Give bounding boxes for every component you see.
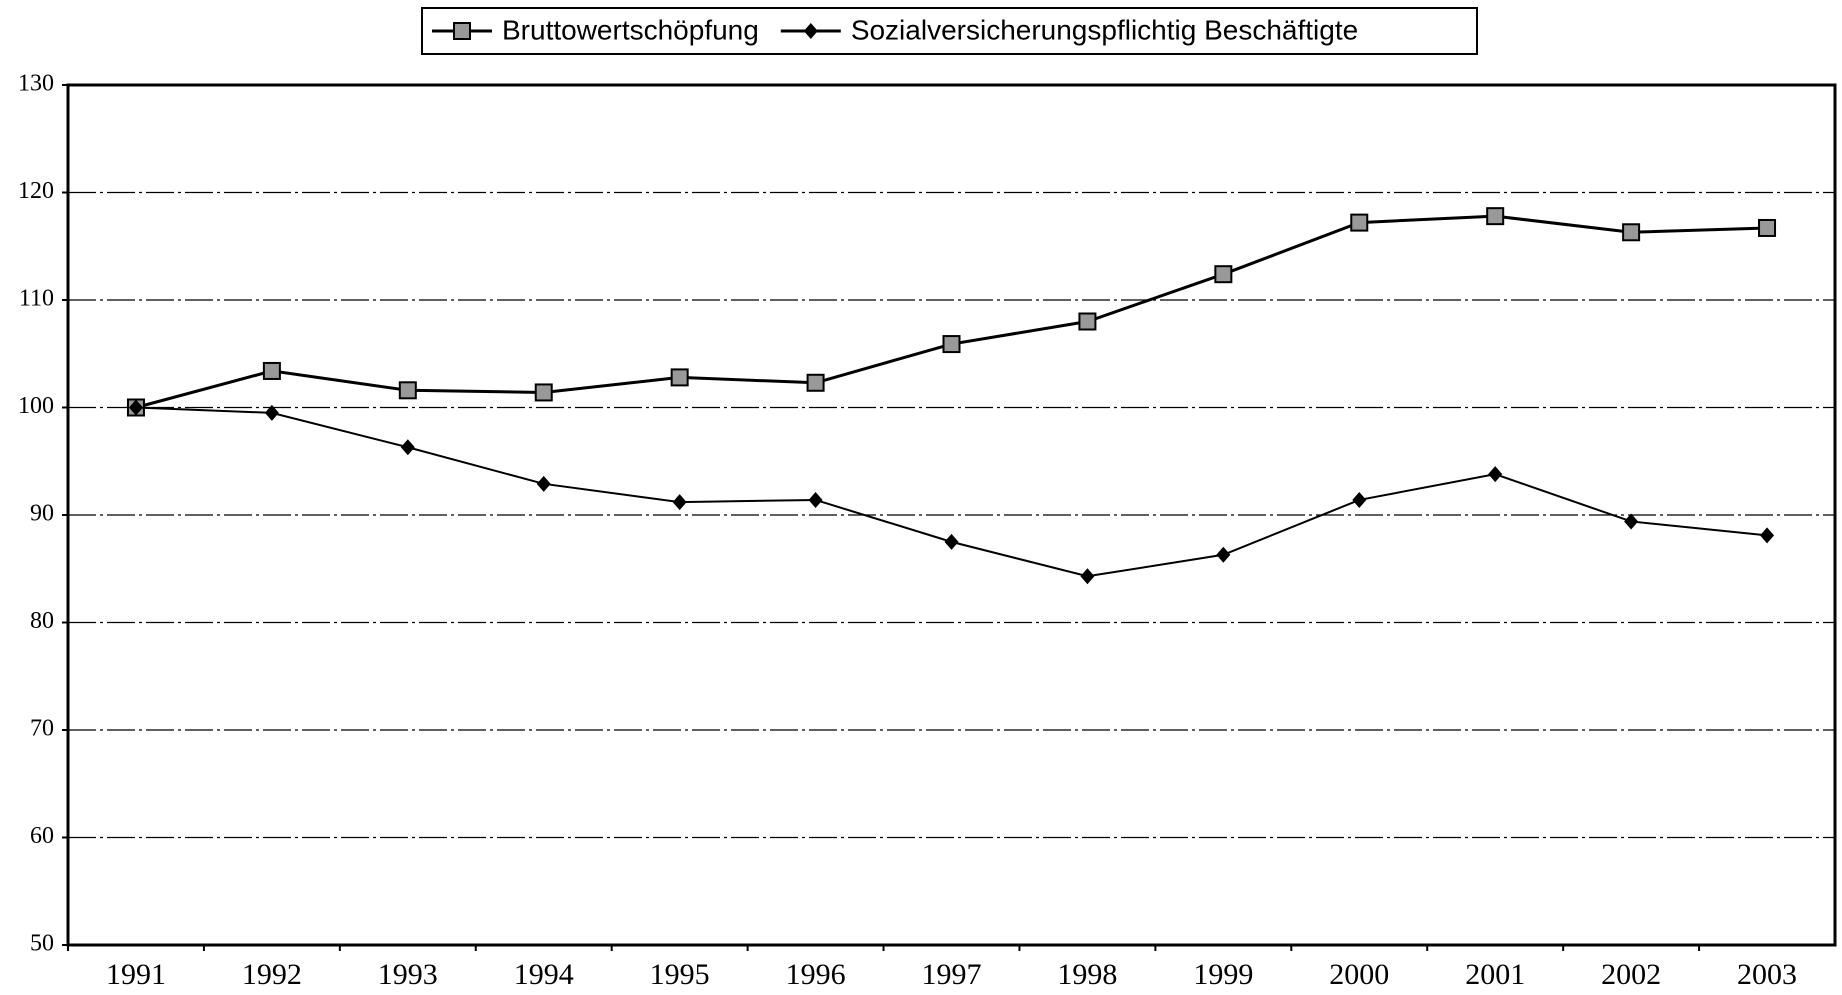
y-tick-label: 100 — [18, 393, 54, 419]
data-point — [1352, 491, 1367, 508]
y-tick-label: 120 — [18, 178, 54, 204]
x-tick-label: 1998 — [1057, 958, 1117, 991]
legend-marker — [453, 22, 471, 40]
data-point — [1214, 265, 1233, 284]
data-point — [806, 373, 825, 392]
data-point — [1486, 207, 1505, 226]
x-tick-label: 2000 — [1329, 958, 1389, 991]
x-tick-label: 1992 — [242, 958, 302, 991]
data-point — [670, 368, 689, 387]
x-tick-label: 2003 — [1737, 958, 1797, 991]
x-tick-label: 1993 — [378, 958, 438, 991]
x-tick-label: 1995 — [650, 958, 710, 991]
data-point — [1216, 546, 1231, 563]
data-point — [536, 475, 551, 492]
data-point — [398, 381, 417, 400]
data-point — [942, 335, 961, 354]
x-tick-label: 1996 — [786, 958, 846, 991]
data-point — [264, 404, 279, 421]
data-point — [534, 383, 553, 402]
data-point — [1622, 223, 1641, 242]
legend-label: Sozialversicherungspflichtig Beschäftigt… — [851, 14, 1358, 45]
x-tick-label: 1999 — [1193, 958, 1253, 991]
data-point — [1624, 513, 1639, 530]
x-tick-label: 2002 — [1601, 958, 1661, 991]
x-tick-label: 2001 — [1465, 958, 1525, 991]
y-tick-label: 90 — [30, 501, 54, 527]
data-point — [672, 494, 687, 511]
data-point — [262, 361, 281, 380]
data-point — [808, 491, 823, 508]
y-tick-label: 80 — [30, 608, 54, 634]
data-point — [1758, 218, 1777, 237]
y-tick-label: 60 — [30, 823, 54, 849]
data-point — [944, 533, 959, 550]
x-tick-label: 1997 — [922, 958, 982, 991]
legend-label: Bruttowertschöpfung — [502, 14, 759, 45]
legend-box — [421, 7, 1478, 55]
x-tick-label: 1991 — [106, 958, 166, 991]
data-point — [1080, 568, 1095, 585]
x-tick-label: 1994 — [514, 958, 574, 991]
data-point — [1078, 312, 1097, 331]
data-point — [1488, 466, 1503, 483]
y-tick-label: 70 — [30, 716, 54, 742]
data-point — [1760, 527, 1775, 544]
y-tick-label: 50 — [30, 931, 54, 957]
data-point — [400, 439, 415, 456]
y-tick-label: 110 — [19, 286, 54, 312]
data-point — [128, 399, 143, 416]
data-point — [1350, 213, 1369, 232]
y-tick-label: 130 — [18, 71, 54, 97]
series-line — [135, 214, 1768, 409]
series-line — [135, 406, 1768, 578]
plot-frame — [66, 83, 1837, 947]
legend-marker — [803, 23, 818, 39]
